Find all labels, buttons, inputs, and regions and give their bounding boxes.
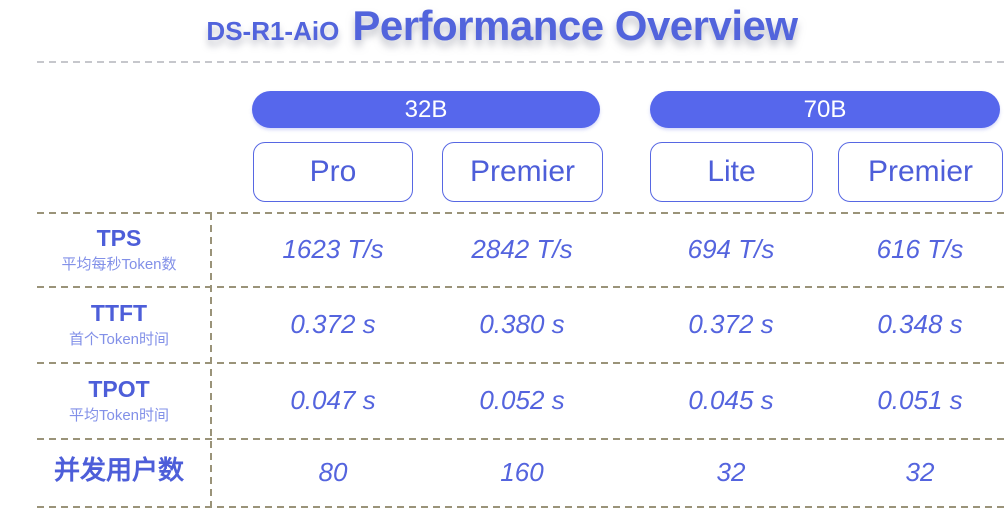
slide-title: DS-R1-AiO Performance Overview bbox=[0, 2, 1004, 50]
value-tpot-32b-pro: 0.047 s bbox=[290, 385, 376, 415]
metric-label-tps: TPS 平均每秒Token数 bbox=[26, 213, 212, 286]
metric-subtitle: 首个Token时间 bbox=[68, 330, 170, 348]
product-name: DS-R1-AiO bbox=[206, 16, 340, 46]
value-tpot-70b-premier: 0.051 s bbox=[877, 385, 963, 415]
variant-button-70b-lite[interactable]: Lite bbox=[650, 142, 813, 202]
metric-label-concurrent-users: 并发用户数 bbox=[26, 439, 212, 506]
value-ttft-32b-pro: 0.372 s bbox=[290, 309, 376, 339]
label-column-divider bbox=[210, 213, 212, 512]
row-divider bbox=[37, 438, 1004, 440]
value-ttft-70b-premier: 0.348 s bbox=[877, 309, 963, 339]
value-tps-32b-premier: 2842 T/s bbox=[471, 234, 573, 264]
metric-label-tpot: TPOT 平均Token时间 bbox=[26, 363, 212, 438]
group-header-32b: 32B bbox=[252, 91, 600, 128]
row-divider bbox=[37, 286, 1004, 288]
metric-name: TPS bbox=[96, 225, 142, 252]
metric-subtitle: 平均Token时间 bbox=[68, 406, 170, 424]
value-tpot-32b-premier: 0.052 s bbox=[479, 385, 565, 415]
table-row-tpot: TPOT 平均Token时间 0.047 s 0.052 s 0.045 s 0… bbox=[0, 363, 1004, 438]
value-users-70b-lite: 32 bbox=[716, 457, 746, 487]
title-divider bbox=[37, 61, 1004, 63]
table-row-tps: TPS 平均每秒Token数 1623 T/s 2842 T/s 694 T/s… bbox=[0, 213, 1004, 286]
row-divider bbox=[37, 362, 1004, 364]
page-title: Performance Overview bbox=[352, 2, 798, 49]
value-tps-32b-pro: 1623 T/s bbox=[282, 234, 384, 264]
metric-name: 并发用户数 bbox=[53, 454, 184, 485]
row-divider bbox=[37, 212, 1004, 214]
value-tps-70b-premier: 616 T/s bbox=[876, 234, 964, 264]
value-tpot-70b-lite: 0.045 s bbox=[688, 385, 774, 415]
value-users-32b-premier: 160 bbox=[500, 457, 544, 487]
variant-button-32b-premier[interactable]: Premier bbox=[442, 142, 603, 202]
metric-label-ttft: TTFT 首个Token时间 bbox=[26, 287, 212, 362]
metric-subtitle: 平均每秒Token数 bbox=[61, 255, 177, 273]
variant-button-70b-premier[interactable]: Premier bbox=[838, 142, 1003, 202]
table-row-ttft: TTFT 首个Token时间 0.372 s 0.380 s 0.372 s 0… bbox=[0, 287, 1004, 362]
group-header-70b: 70B bbox=[650, 91, 1000, 128]
bottom-divider bbox=[37, 506, 1004, 508]
table-row-concurrent-users: 并发用户数 80 160 32 32 bbox=[0, 439, 1004, 506]
value-ttft-32b-premier: 0.380 s bbox=[479, 309, 565, 339]
value-users-70b-premier: 32 bbox=[905, 457, 935, 487]
value-tps-70b-lite: 694 T/s bbox=[687, 234, 775, 264]
metric-name: TPOT bbox=[88, 376, 150, 403]
variant-button-32b-pro[interactable]: Pro bbox=[253, 142, 413, 202]
metric-name: TTFT bbox=[90, 300, 148, 327]
value-users-32b-pro: 80 bbox=[318, 457, 348, 487]
value-ttft-70b-lite: 0.372 s bbox=[688, 309, 774, 339]
